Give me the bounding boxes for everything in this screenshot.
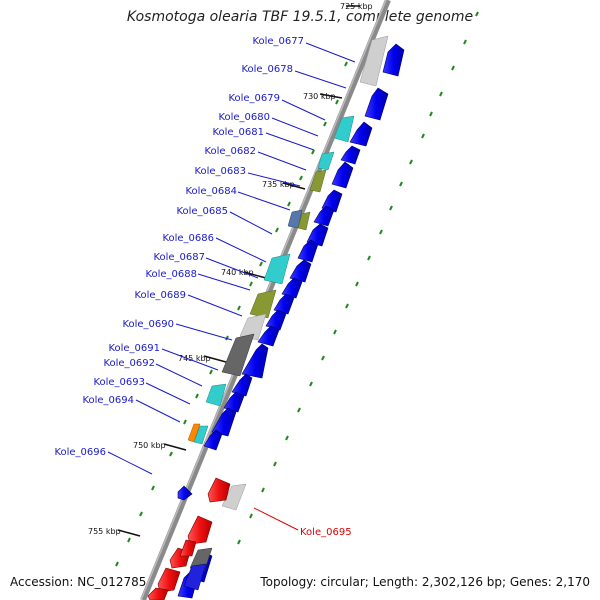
- gene-arrow[interactable]: [289, 259, 312, 283]
- tick-label-730: 730 kbp: [303, 92, 336, 101]
- gene-arrow[interactable]: [203, 429, 223, 451]
- tick-label-745: 745 kbp: [178, 354, 211, 363]
- gene-arrow-inner[interactable]: [177, 485, 193, 501]
- tick-label-750: 750 kbp: [133, 441, 166, 450]
- gene-block-cyan[interactable]: [317, 151, 335, 171]
- gene-label[interactable]: Kole_0680: [218, 112, 270, 123]
- gene-arrow[interactable]: [331, 161, 354, 189]
- genome-title: Kosmotoga olearia TBF 19.5.1, complete g…: [126, 9, 474, 25]
- gene-arrow[interactable]: [241, 343, 269, 379]
- gene-label[interactable]: Kole_0689: [134, 290, 186, 301]
- gene-block-blue[interactable]: [183, 563, 207, 591]
- gene-arrow[interactable]: [297, 239, 319, 263]
- gene-arrow[interactable]: [364, 87, 389, 121]
- gene-label[interactable]: Kole_0678: [241, 64, 293, 75]
- highlight-gene-label[interactable]: Kole_0695: [300, 527, 352, 538]
- label-leaders: [107, 42, 356, 475]
- gene-block-olive[interactable]: [249, 289, 277, 319]
- gene-arrow[interactable]: [211, 407, 237, 437]
- gene-arrow-reverse[interactable]: [179, 539, 197, 557]
- gene-arrow[interactable]: [273, 293, 295, 315]
- gene-arrow[interactable]: [281, 277, 303, 299]
- gene-label[interactable]: Kole_0683: [194, 166, 246, 177]
- gene-label[interactable]: Kole_0677: [252, 36, 304, 47]
- outer-dotted-guide: [237, 11, 479, 545]
- reverse-genes: [147, 477, 231, 600]
- gene-arrow-reverse[interactable]: [157, 567, 181, 593]
- gene-block-cyan[interactable]: [205, 383, 227, 407]
- gene-block-olive[interactable]: [297, 211, 311, 231]
- gene-arrow[interactable]: [382, 43, 405, 77]
- gene-block-gray[interactable]: [359, 35, 389, 87]
- gene-label[interactable]: Kole_0690: [122, 319, 174, 330]
- tick-label-755: 755 kbp: [88, 527, 121, 536]
- tick-label-725: 725 kbp: [340, 2, 373, 11]
- gene-arrow[interactable]: [223, 391, 245, 413]
- gene-label[interactable]: Kole_0686: [162, 233, 214, 244]
- gene-label-group: Kole_0677 Kole_0678 Kole_0679 Kole_0680 …: [54, 36, 304, 458]
- gene-arrow[interactable]: [265, 309, 287, 331]
- gene-label[interactable]: Kole_0684: [185, 186, 237, 197]
- gene-arrow[interactable]: [340, 145, 361, 165]
- gene-arrow[interactable]: [257, 325, 280, 347]
- tick-label-740: 740 kbp: [221, 268, 254, 277]
- gene-label[interactable]: Kole_0696: [54, 447, 106, 458]
- gene-block-cyan[interactable]: [263, 253, 291, 285]
- gene-block-gray[interactable]: [239, 313, 267, 341]
- gene-label[interactable]: Kole_0685: [176, 206, 228, 217]
- feature-blocks: [183, 35, 389, 591]
- topology-text: Topology: circular; Length: 2,302,126 bp…: [260, 575, 590, 589]
- gene-label[interactable]: Kole_0688: [145, 269, 197, 280]
- highlight-leader: [253, 507, 299, 531]
- forward-genes: [177, 43, 405, 599]
- gene-label[interactable]: Kole_0694: [82, 395, 134, 406]
- gene-arrow-reverse[interactable]: [187, 515, 213, 545]
- gene-arrow[interactable]: [313, 205, 335, 227]
- gene-label[interactable]: Kole_0693: [93, 377, 145, 388]
- gene-block-cyan[interactable]: [193, 425, 209, 445]
- gene-arrow-reverse[interactable]: [147, 587, 169, 600]
- gene-label[interactable]: Kole_0692: [103, 358, 155, 369]
- gene-arrow[interactable]: [349, 121, 373, 147]
- gene-label[interactable]: Kole_0687: [153, 252, 205, 263]
- gene-label[interactable]: Kole_0679: [228, 93, 280, 104]
- gene-block-gray-dark[interactable]: [221, 333, 255, 377]
- inner-dotted-guide: [115, 61, 348, 567]
- gene-label[interactable]: Kole_0682: [204, 146, 256, 157]
- scale-ticks: [117, 5, 360, 537]
- gene-arrow-reverse[interactable]: [207, 477, 231, 503]
- gene-label[interactable]: Kole_0691: [108, 343, 160, 354]
- gene-label[interactable]: Kole_0681: [212, 127, 264, 138]
- gene-block-cyan[interactable]: [333, 115, 355, 143]
- gene-block-olive[interactable]: [309, 169, 327, 193]
- accession-text: Accession: NC_012785: [10, 575, 147, 589]
- tick-label-735: 735 kbp: [262, 180, 295, 189]
- gene-arrow[interactable]: [231, 373, 253, 397]
